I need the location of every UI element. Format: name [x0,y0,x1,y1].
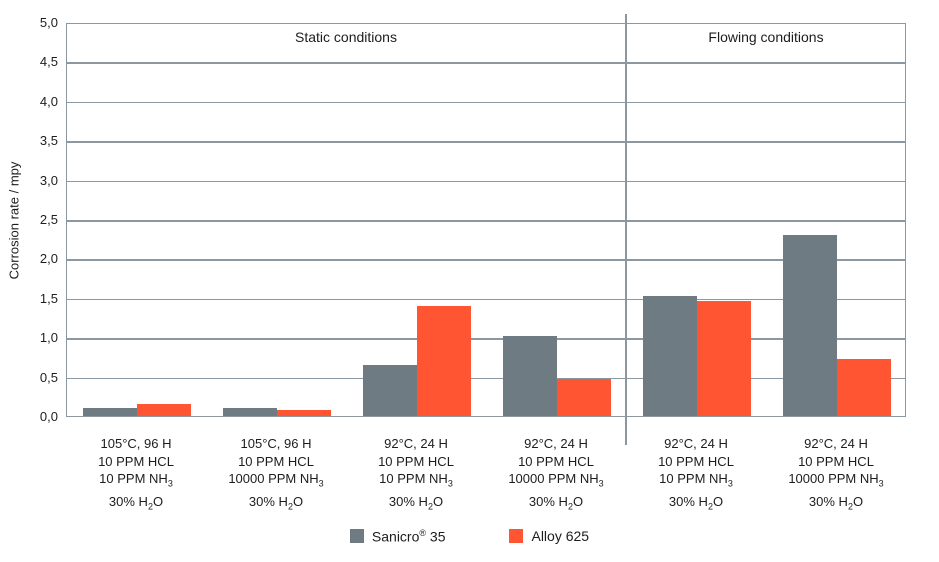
gridline [67,259,905,261]
legend-label: Sanicro® 35 [371,528,446,545]
bar-alloy-625 [557,378,611,416]
x-category-label: 92°C, 24 H 10 PPM HCL 10 PPM NH3 30% H2O [658,436,734,512]
y-tick-label: 3,5 [39,133,58,149]
bar-alloy-625 [417,305,471,416]
y-tick-label: 0,5 [39,369,58,385]
section-title-flowing: Flowing conditions [708,29,824,45]
legend-label: Alloy 625 [531,528,590,545]
y-tick-label: 1,5 [39,290,58,306]
bar-alloy-625 [837,359,891,416]
gridline [67,62,905,64]
bar-alloy-625 [137,404,191,416]
bar-sanicro-35 [83,408,137,416]
y-tick-label: 2,5 [39,212,58,227]
gridline [67,220,905,222]
gridline [67,377,905,380]
x-category-label: 92°C, 24 H 10 PPM HCL 10000 PPM NH3 30% H2O [788,436,884,512]
x-category-label: 92°C, 24 H 10 PPM HCL 10000 PPM NH3 30% H2O [508,436,604,512]
x-category-label: 105°C, 96 H 10 PPM HCL 10 PPM NH3 30% H2O [98,436,174,512]
legend-item-sanicro: Sanicro® 35 [349,528,446,545]
bar-sanicro-35 [643,296,697,416]
legend-item-alloy: Alloy 625 [509,528,589,545]
section-title-static: Static conditions [295,29,397,45]
y-tick-label: 4,0 [39,93,58,109]
bar-alloy-625 [277,410,331,416]
bar-alloy-625 [697,300,751,416]
y-tick-label: 3,0 [39,172,58,188]
gridline [67,101,905,104]
bar-sanicro-35 [783,234,837,416]
legend: Sanicro® 35 Alloy 625 [0,528,939,545]
y-tick-label: 0,0 [39,409,58,424]
gridline [67,180,905,183]
section-divider-line [625,14,627,445]
x-category-label: 92°C, 24 H 10 PPM HCL 10 PPM NH3 30% H2O [378,436,454,512]
plot-area [66,23,906,417]
gridline [67,298,905,301]
y-tick-label: 2,0 [39,251,58,267]
legend-swatch [509,529,524,544]
gridline [67,141,905,143]
y-tick-label: 4,5 [39,54,58,70]
legend-swatch [349,529,364,544]
y-tick-label: 5,0 [39,15,58,30]
bar-sanicro-35 [363,364,417,416]
bar-sanicro-35 [223,408,277,416]
gridline [67,338,905,340]
y-tick-label: 1,0 [39,330,58,346]
x-category-label: 105°C, 96 H 10 PPM HCL 10000 PPM NH3 30% H2… [228,436,324,512]
bar-sanicro-35 [503,335,557,416]
